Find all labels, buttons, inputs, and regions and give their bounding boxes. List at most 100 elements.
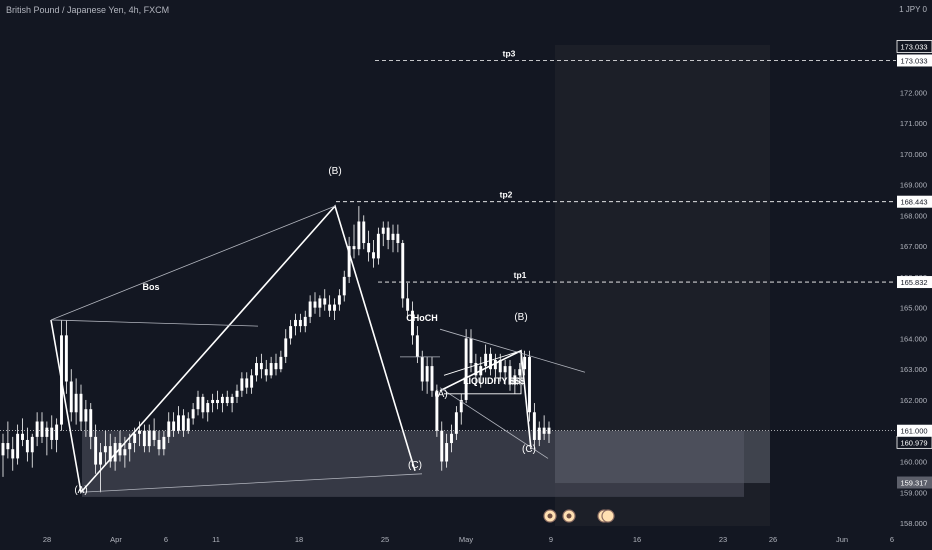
- candle-body: [211, 399, 215, 404]
- candle: [294, 313, 297, 336]
- candle: [469, 329, 473, 373]
- price-label: 160.979: [900, 438, 927, 447]
- candle-body: [152, 430, 156, 440]
- candle-body: [469, 338, 473, 364]
- small-wave-a-label: (A): [434, 389, 447, 400]
- candle-body: [69, 381, 73, 413]
- candle: [225, 390, 229, 407]
- candle-body: [157, 439, 161, 450]
- candle: [177, 406, 180, 434]
- candle-body: [493, 359, 497, 370]
- projection-zone: [555, 430, 770, 484]
- candle-body: [30, 436, 34, 453]
- candle-body: [401, 243, 405, 299]
- candle-body: [396, 233, 400, 244]
- candle: [167, 412, 171, 444]
- candle-body: [508, 366, 512, 385]
- candle-body: [181, 415, 185, 431]
- candle-body: [35, 421, 39, 437]
- candle-body: [323, 298, 327, 305]
- candle: [450, 424, 453, 453]
- liquidity-label: LIQUIDITY $$$: [463, 376, 525, 386]
- candle-body: [162, 436, 166, 450]
- candle-body: [50, 427, 54, 440]
- event-flag-icon: [601, 509, 615, 523]
- candle-body: [464, 338, 468, 400]
- price-label: 161.000: [900, 427, 927, 436]
- candle-body: [328, 304, 332, 311]
- candle-body: [1, 443, 5, 456]
- small-wave-c-label: (C): [522, 444, 536, 455]
- candle: [337, 289, 341, 311]
- candle: [21, 418, 24, 447]
- candle-body: [172, 421, 176, 431]
- candle: [372, 239, 375, 268]
- time-tick-label: 23: [719, 535, 727, 544]
- wave-c-label: (C): [408, 460, 422, 471]
- candle: [313, 292, 317, 314]
- target-label-tp3: tp3: [503, 48, 516, 58]
- candle: [30, 433, 34, 468]
- candle: [362, 215, 366, 250]
- choch-label: CHoCH: [406, 313, 438, 323]
- candle: [381, 221, 385, 247]
- target-label-tp1: tp1: [514, 270, 527, 280]
- candle-body: [108, 446, 112, 462]
- price-label: 168.443: [900, 198, 927, 207]
- candle: [191, 403, 195, 425]
- candle: [391, 224, 395, 253]
- candle: [6, 421, 10, 459]
- candle: [220, 393, 224, 413]
- candle-body: [255, 363, 258, 376]
- candle-body: [333, 304, 336, 311]
- candle: [216, 390, 219, 410]
- candle: [181, 409, 185, 437]
- candle: [503, 359, 507, 385]
- candle: [342, 270, 346, 302]
- candle-body: [406, 298, 410, 311]
- candle-body: [528, 356, 531, 413]
- candle: [274, 353, 278, 376]
- candle-body: [274, 363, 278, 370]
- time-tick-label: 18: [295, 535, 303, 544]
- candle: [79, 384, 83, 431]
- candle: [537, 421, 541, 447]
- price-tick-label: 172.000: [900, 88, 927, 97]
- candle: [528, 350, 531, 422]
- candle-body: [216, 399, 219, 404]
- candle-body: [89, 409, 93, 437]
- candle: [162, 430, 166, 456]
- candle-body: [45, 427, 49, 437]
- candle-body: [289, 326, 293, 339]
- candle: [25, 427, 29, 462]
- time-tick-label: 16: [633, 535, 641, 544]
- candle-body: [450, 433, 453, 444]
- candle: [474, 353, 478, 385]
- price-label-box: [897, 476, 932, 489]
- candle-body: [318, 298, 322, 308]
- candle-body: [55, 424, 59, 440]
- candle: [108, 433, 112, 468]
- candle: [493, 353, 497, 382]
- candle: [147, 424, 151, 453]
- price-label-box: [896, 435, 932, 449]
- time-tick-label: 11: [212, 535, 220, 544]
- candle-body: [489, 353, 492, 370]
- candle-body: [518, 369, 522, 376]
- candle: [103, 430, 107, 465]
- lower-channel-line: [80, 473, 423, 493]
- candle-body: [420, 356, 424, 382]
- candle-body: [142, 430, 146, 447]
- candle: [250, 369, 254, 394]
- candle-body: [6, 443, 10, 450]
- candle: [435, 384, 439, 437]
- wedge-upper-line: [439, 328, 586, 373]
- candle-body: [191, 409, 195, 419]
- candle-body: [298, 319, 302, 327]
- candle-body: [308, 301, 312, 317]
- candle-body: [430, 366, 434, 391]
- price-label-box: [897, 195, 932, 208]
- candle-body: [74, 393, 78, 413]
- candle: [318, 295, 322, 317]
